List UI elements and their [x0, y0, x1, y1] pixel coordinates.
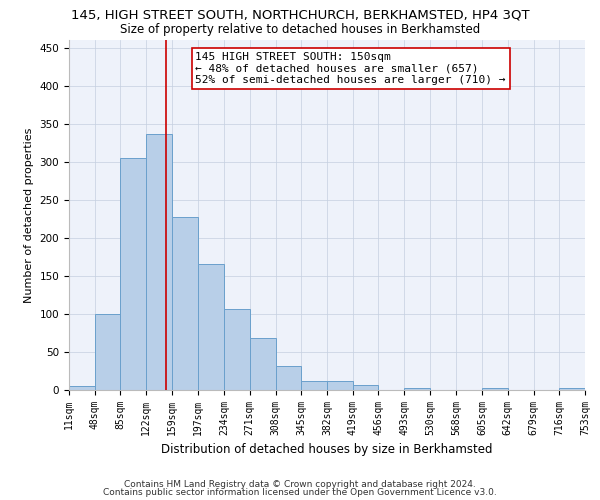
Text: 145 HIGH STREET SOUTH: 150sqm
← 48% of detached houses are smaller (657)
52% of : 145 HIGH STREET SOUTH: 150sqm ← 48% of d… — [196, 52, 506, 86]
Bar — [146, 134, 172, 390]
Bar — [301, 381, 327, 390]
Bar — [121, 158, 146, 390]
Bar — [275, 366, 301, 390]
Bar — [199, 264, 224, 390]
Bar — [250, 338, 275, 390]
Bar — [172, 216, 197, 390]
Bar — [404, 388, 430, 390]
Bar — [327, 381, 353, 390]
Text: Contains public sector information licensed under the Open Government Licence v3: Contains public sector information licen… — [103, 488, 497, 497]
Bar — [559, 388, 585, 390]
Bar — [353, 386, 379, 390]
Y-axis label: Number of detached properties: Number of detached properties — [24, 128, 34, 302]
Bar — [69, 386, 95, 390]
Text: 145, HIGH STREET SOUTH, NORTHCHURCH, BERKHAMSTED, HP4 3QT: 145, HIGH STREET SOUTH, NORTHCHURCH, BER… — [71, 9, 529, 22]
Text: Size of property relative to detached houses in Berkhamsted: Size of property relative to detached ho… — [120, 22, 480, 36]
Bar — [482, 388, 508, 390]
Text: Contains HM Land Registry data © Crown copyright and database right 2024.: Contains HM Land Registry data © Crown c… — [124, 480, 476, 489]
Bar — [224, 308, 250, 390]
Bar — [95, 314, 121, 390]
X-axis label: Distribution of detached houses by size in Berkhamsted: Distribution of detached houses by size … — [161, 444, 493, 456]
